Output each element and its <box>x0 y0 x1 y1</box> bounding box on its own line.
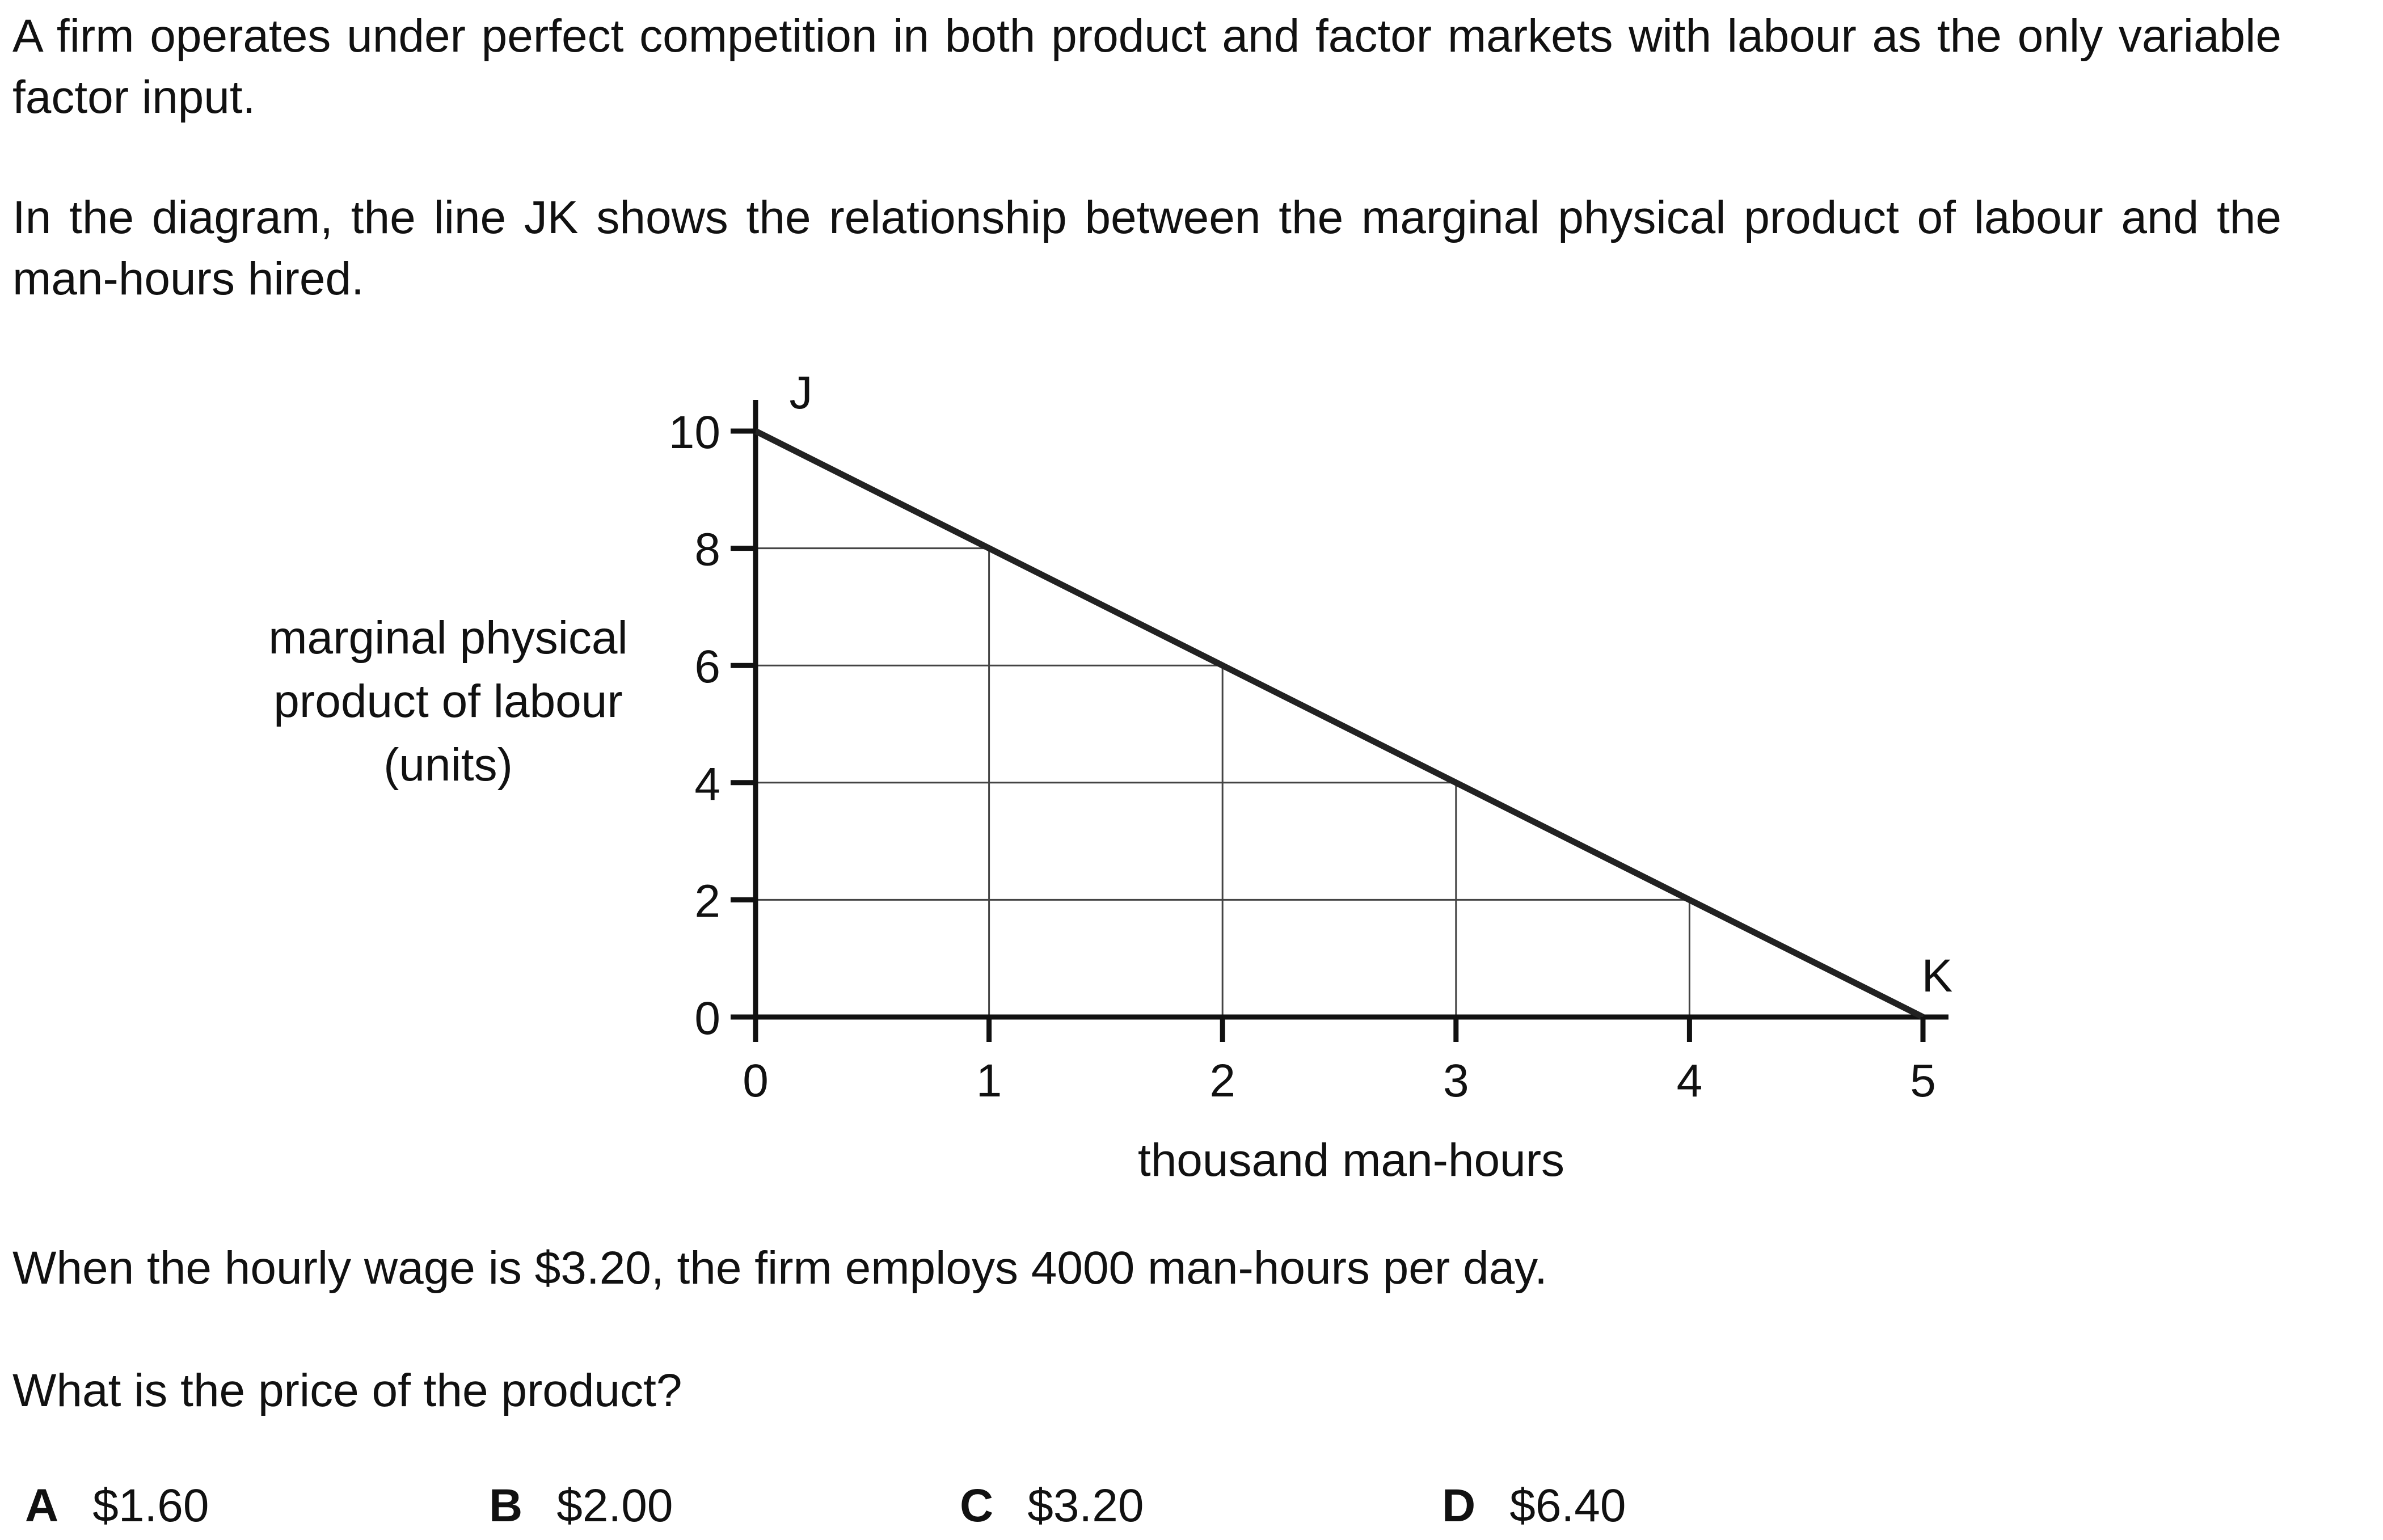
x-tick-label: 3 <box>1443 1055 1469 1107</box>
y-axis-label: marginal physical product of labour (units… <box>268 612 628 791</box>
option-letter: D <box>1442 1480 1476 1531</box>
option-a[interactable]: A $1.60 <box>25 1478 209 1534</box>
y-tick-label: 6 <box>694 641 720 693</box>
series-line-jk <box>754 428 1925 1020</box>
answer-options: A $1.60 B $2.00 C $3.20 D $6.40 <box>12 1478 2338 1540</box>
y-axis-label-line: (units) <box>383 739 513 791</box>
x-tick-label: 2 <box>1209 1055 1235 1107</box>
option-letter: C <box>960 1480 994 1531</box>
x-tick-label: 4 <box>1677 1055 1703 1107</box>
prompt-paragraph: What is the price of the product? <box>12 1365 682 1416</box>
y-tick-labels: 0 2 4 6 8 10 <box>669 407 720 1044</box>
option-value: $6.40 <box>1509 1480 1626 1531</box>
series-lines <box>754 428 1925 1020</box>
x-tick-labels: 0 1 2 3 4 5 <box>743 1055 1936 1107</box>
tick-marks <box>731 428 1926 1042</box>
option-value: $2.00 <box>556 1480 673 1531</box>
point-label: K <box>1922 950 1953 1002</box>
point-label: J <box>790 367 813 419</box>
guide-lines <box>756 547 1690 1017</box>
y-tick-label: 0 <box>694 993 720 1044</box>
intro-paragraph: A firm operates under perfect competitio… <box>12 10 2281 123</box>
y-tick-label: 8 <box>694 524 720 576</box>
y-axis-label-line: marginal physical <box>268 612 628 664</box>
option-letter: A <box>25 1480 59 1531</box>
diagram-paragraph: In the diagram, the line JK shows the re… <box>12 192 2281 305</box>
y-tick-label: 10 <box>669 407 720 458</box>
option-d[interactable]: D $6.40 <box>1442 1478 1626 1534</box>
option-c[interactable]: C $3.20 <box>960 1478 1144 1534</box>
x-tick-label: 5 <box>1910 1055 1936 1107</box>
option-letter: B <box>489 1480 523 1531</box>
condition-paragraph: When the hourly wage is $3.20, the firm … <box>12 1242 1547 1294</box>
option-value: $3.20 <box>1027 1480 1144 1531</box>
y-tick-label: 2 <box>694 875 720 927</box>
x-tick-label: 0 <box>743 1055 769 1107</box>
option-value: $1.60 <box>92 1480 209 1531</box>
y-axis-label-line: product of labour <box>273 676 622 727</box>
x-axis-label: thousand man-hours <box>1138 1134 1564 1186</box>
x-tick-label: 1 <box>976 1055 1002 1107</box>
y-tick-label: 4 <box>694 758 720 810</box>
point-labels: JK <box>790 367 1953 1002</box>
option-b[interactable]: B $2.00 <box>489 1478 673 1534</box>
axes <box>753 400 1948 1020</box>
